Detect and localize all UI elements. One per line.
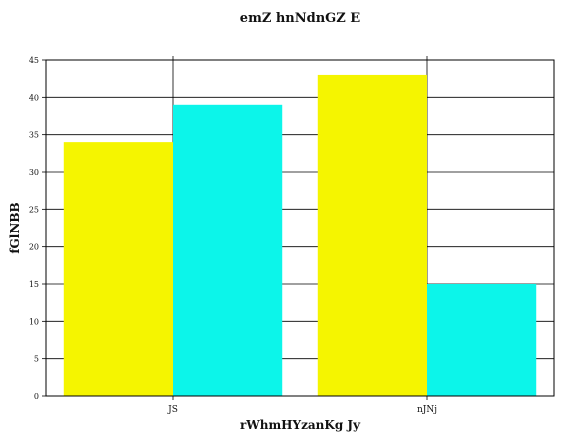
y-tick-label: 45 [29, 56, 39, 65]
y-tick-label: 5 [34, 355, 39, 364]
bars [63, 74, 537, 397]
y-tick-label: 40 [29, 93, 39, 102]
y-tick-label: 25 [29, 205, 39, 214]
y-tick-label: 10 [29, 317, 39, 326]
x-tick-label: nJNj [417, 405, 437, 415]
x-axis-ticks: JS nJNj [167, 396, 437, 415]
bar [317, 74, 427, 396]
bar [427, 284, 537, 396]
y-tick-label: 20 [29, 243, 39, 252]
y-tick-label: 30 [29, 168, 39, 177]
y-axis-label: fGlNBB [8, 202, 22, 253]
y-axis-ticks: 0 5 10 15 20 25 30 35 40 45 [29, 56, 46, 401]
y-tick-label: 0 [34, 392, 39, 401]
bar [63, 142, 173, 396]
x-tick-label: JS [167, 405, 178, 415]
y-tick-label: 15 [29, 280, 39, 289]
plot-frame [45, 59, 555, 397]
bar [173, 104, 283, 397]
chart-title: emZ hnNdnGZ E [240, 11, 360, 26]
y-tick-label: 35 [29, 131, 39, 140]
x-axis-label: rWhmHYzanKg Jy [240, 418, 361, 432]
